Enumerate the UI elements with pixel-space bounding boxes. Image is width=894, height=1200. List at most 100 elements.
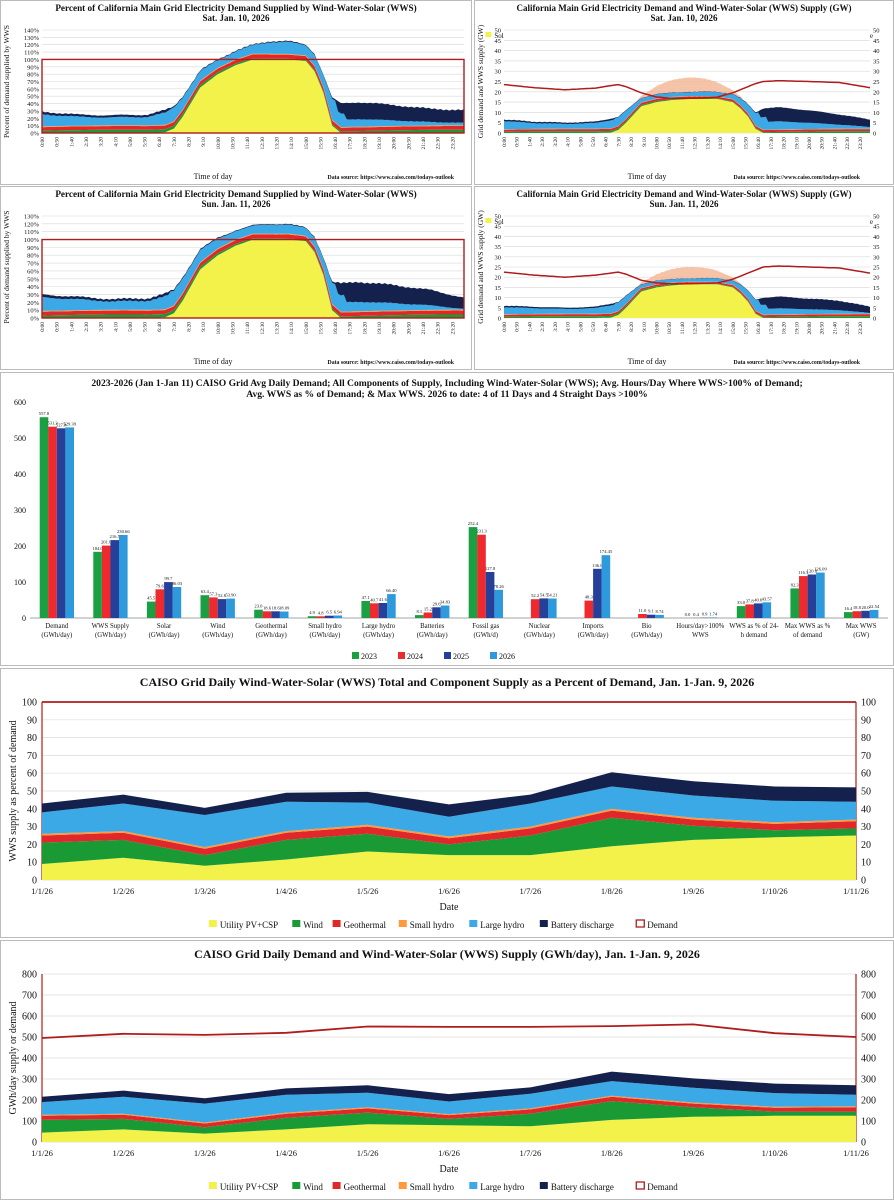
bar-label: 4.9: [309, 610, 315, 615]
y-tick-label: 0: [32, 876, 37, 887]
area-solar: [42, 59, 464, 133]
y-tick-label: 10: [27, 858, 37, 869]
x-tick-label: 10:50: [667, 322, 673, 335]
demand-line: [41, 238, 465, 319]
x-tick-label: 5:50: [591, 137, 597, 147]
y-tick-label: 100: [22, 698, 37, 709]
bar-label: 8.74: [656, 609, 665, 614]
y-tick-label: 25: [495, 79, 502, 86]
bar-2023-13: [736, 606, 746, 618]
chart-title: California Main Grid Electricity Demand …: [517, 3, 852, 13]
y2-tick-label: 30: [861, 822, 871, 833]
legend-swatch-solar: [208, 1182, 217, 1189]
x-tick-label: 23:20: [858, 137, 864, 150]
bar-2024-5: [316, 616, 325, 618]
legend-label-batteries: Battery discharge: [551, 1182, 614, 1192]
y-tick-label: 20: [495, 275, 502, 282]
x-tick-label: 5:00: [578, 322, 584, 332]
x-tick-label: 11:40: [245, 137, 251, 150]
bar-2023-7: [415, 615, 424, 618]
legend-swatch-solar: [485, 218, 492, 223]
y-tick-label: 0: [22, 614, 26, 623]
bar-2025-11: [646, 614, 656, 618]
area-wind: [42, 817, 856, 866]
x-tick-label: 20:50: [406, 137, 412, 150]
bar-2024-8: [477, 534, 486, 618]
x-tick-label: 15:00: [304, 137, 310, 150]
x-tick-label: 17:30: [348, 137, 354, 150]
bar-2023-15: [844, 612, 853, 618]
y-tick-label: 120%: [24, 221, 40, 228]
y2-tick-label: 40: [861, 804, 871, 815]
y2-tick-label: 40: [873, 234, 880, 241]
bar-label: 99.7: [164, 576, 173, 581]
y2-tick-label: 0: [861, 1138, 866, 1149]
x-tick-label: 11:40: [245, 322, 251, 335]
x-tick-label: 10:00: [655, 322, 661, 335]
y-tick-label: 5: [498, 305, 501, 312]
y-tick-label: 130%: [24, 35, 40, 42]
y-tick-label: 30: [27, 822, 37, 833]
x-tick-label: 4:10: [566, 137, 572, 147]
category-label: Demand: [45, 623, 69, 630]
bar-label: 126.09: [814, 567, 827, 572]
x-tick-label: 3:20: [553, 322, 559, 332]
y-axis-label: Grid demand and WWS supply (GW): [476, 24, 485, 138]
x-axis-label: Time of day: [194, 357, 233, 366]
y2-tick-label: 400: [861, 1054, 876, 1065]
y-tick-label: 300: [14, 506, 26, 515]
y-tick-label: 20: [495, 89, 502, 96]
x-tick-label: 9:10: [201, 322, 207, 332]
category-label: (GWh/day): [149, 632, 180, 639]
bar-label: 9.1: [648, 609, 654, 614]
y-tick-label: 50: [495, 28, 502, 35]
bar-2026-1: [119, 535, 128, 618]
x-tick-label: 9:10: [642, 137, 648, 147]
legend-label-solar: Solar: [494, 32, 509, 40]
x-tick-label: 12:30: [260, 322, 266, 335]
bar-2026-14: [816, 572, 825, 618]
demand-line: [41, 1023, 857, 1039]
x-tick-label: 17:30: [769, 322, 775, 335]
bar-2024-14: [799, 576, 808, 618]
category-label: (GWh/day): [95, 632, 126, 639]
bar-label: 41.6: [379, 597, 388, 602]
y-tick-label: 20: [27, 840, 37, 851]
x-tick-label: 14:10: [718, 137, 724, 150]
bar-2023-14: [790, 588, 799, 618]
category-label: (GWh/day): [631, 632, 662, 639]
y-tick-label: 20%: [27, 116, 40, 123]
legend-label-smallhydro: Small hydro: [410, 1182, 455, 1192]
bar-label: 34.83: [440, 599, 451, 604]
y-tick-label: 100%: [24, 237, 40, 244]
bar-2023-1: [93, 551, 102, 618]
source-note: Data source: https://www.caiso.com/today…: [734, 360, 861, 366]
y-axis-label: Percent of demand supplied by WWS: [2, 211, 11, 324]
y-tick-label: 400: [22, 1054, 37, 1065]
x-tick-label: 13:20: [274, 137, 280, 150]
x-tick-label: 20:50: [820, 137, 826, 150]
chart-2-panel: California Main Grid Electricity Demand …: [474, 0, 894, 185]
legend-swatch-2025: [444, 652, 451, 659]
x-tick-label: 1/10/26: [762, 886, 788, 896]
x-tick-label: 17:30: [348, 322, 354, 335]
y-tick-label: 30: [495, 69, 502, 76]
category-label: Max WWS: [846, 623, 877, 630]
x-tick-label: 5:50: [591, 322, 597, 332]
bar-label: 0.0: [685, 612, 691, 617]
y2-tick-label: 300: [861, 1075, 876, 1086]
x-tick-label: 7:30: [616, 322, 622, 332]
y-tick-label: 45: [495, 38, 502, 45]
area-largehydro: [42, 224, 464, 312]
x-tick-label: 20:00: [807, 322, 813, 335]
x-tick-label: 13:20: [705, 137, 711, 150]
bar-label: 116.3: [798, 570, 809, 575]
x-tick-label: 7:30: [616, 137, 622, 147]
x-tick-label: 1:40: [527, 137, 533, 147]
y-tick-label: 30%: [27, 292, 40, 299]
x-tick-label: 0:00: [40, 322, 46, 332]
y-tick-label: 110%: [24, 50, 40, 57]
x-tick-label: 18:20: [782, 322, 788, 335]
bar-2025-9: [539, 598, 548, 618]
y-tick-label: 0: [498, 316, 501, 323]
